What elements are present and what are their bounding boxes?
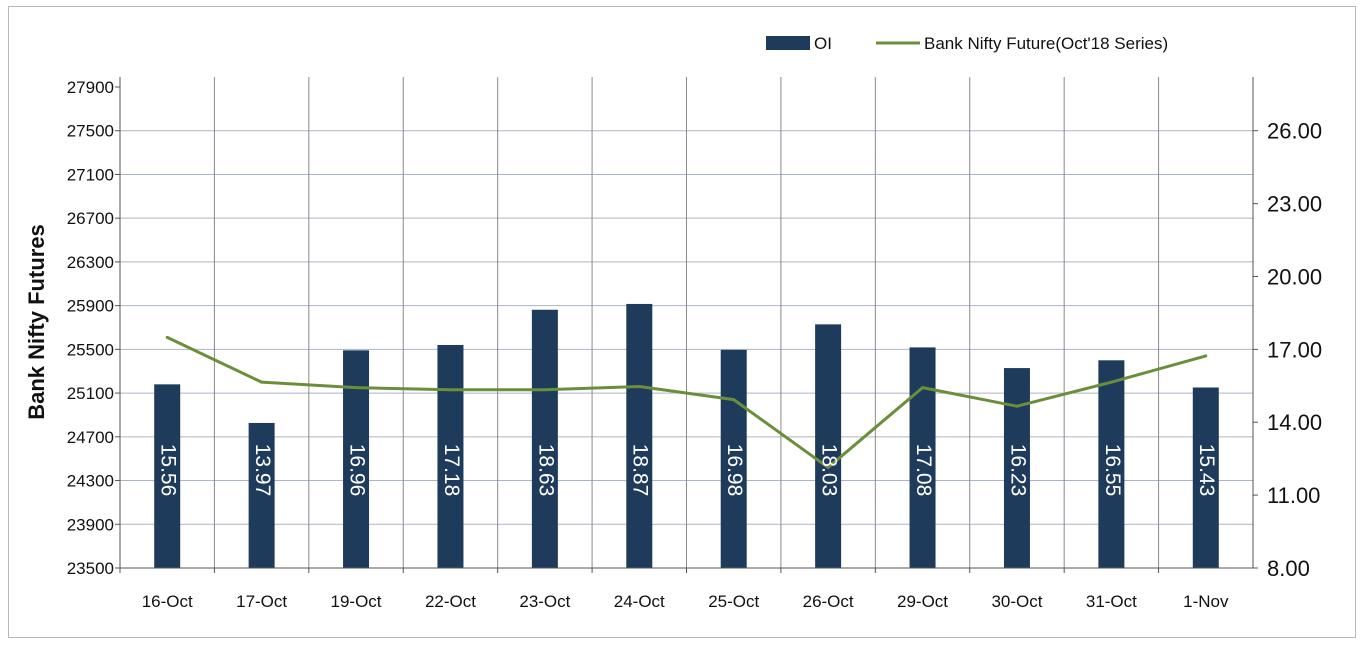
bank-nifty-point xyxy=(732,398,736,402)
oi-bar xyxy=(437,344,464,568)
oi-data-label: 16.55 xyxy=(1101,444,1124,497)
y-tick-label: 25100 xyxy=(67,384,114,403)
oi-bar xyxy=(909,347,936,568)
bank-nifty-point xyxy=(921,386,925,390)
bank-nifty-point xyxy=(354,386,358,390)
x-tick-label: 17-Oct xyxy=(236,592,287,611)
y-tick-label: 24700 xyxy=(67,428,114,447)
oi-bar xyxy=(815,324,842,568)
x-tick-label: 22-Oct xyxy=(425,592,476,611)
bank-nifty-point xyxy=(637,385,641,389)
bank-nifty-point xyxy=(1015,404,1019,408)
y2-tick-label: 23.00 xyxy=(1267,192,1322,217)
oi-bar xyxy=(626,303,653,568)
oi-bar xyxy=(248,422,275,568)
oi-data-label: 15.56 xyxy=(157,444,180,497)
legend: OI Bank Nifty Future(Oct'18 Series) xyxy=(766,34,1168,53)
y-axis-title: Bank Nifty Futures xyxy=(24,224,49,420)
oi-data-label: 18.87 xyxy=(629,444,652,497)
oi-data-label: 18.63 xyxy=(534,444,557,497)
bank-nifty-point xyxy=(165,335,169,339)
oi-bar xyxy=(720,349,747,568)
y-tick-label: 24300 xyxy=(67,472,114,491)
oi-data-label: 16.98 xyxy=(723,444,746,497)
bank-nifty-point xyxy=(826,465,830,469)
y-tick-label: 26700 xyxy=(67,209,114,228)
bank-nifty-point xyxy=(448,388,452,392)
y-tick-label: 27500 xyxy=(67,122,114,141)
y2-tick-label: 20.00 xyxy=(1267,264,1322,289)
oi-data-label: 13.97 xyxy=(251,444,274,497)
oi-data-label: 17.08 xyxy=(912,444,935,497)
y-tick-label: 27100 xyxy=(67,165,114,184)
bank-nifty-line xyxy=(165,335,1208,469)
y-tick-label: 23500 xyxy=(67,559,114,578)
y2-tick-label: 26.00 xyxy=(1267,119,1322,144)
y2-tick-label: 11.00 xyxy=(1267,483,1320,508)
x-tick-label: 30-Oct xyxy=(991,592,1042,611)
oi-data-label: 18.03 xyxy=(818,444,841,497)
y-tick-label: 26300 xyxy=(67,253,114,272)
grid-lines xyxy=(120,77,1253,568)
legend-label-oi: OI xyxy=(814,34,832,53)
y2-tick-label: 8.00 xyxy=(1267,556,1310,581)
oi-bar xyxy=(1003,368,1030,568)
oi-bar xyxy=(154,384,181,568)
oi-bar xyxy=(1192,387,1219,568)
x-tick-label: 16-Oct xyxy=(142,592,193,611)
oi-data-label: 16.96 xyxy=(345,444,368,497)
bar-data-labels: 15.56 13.97 16.96 17.18 18.63 18.87 16.98 18.03… xyxy=(157,444,1219,497)
oi-bar xyxy=(531,309,558,568)
x-tick-label: 23-Oct xyxy=(519,592,570,611)
legend-swatch-oi xyxy=(766,36,810,50)
y-tick-label: 25900 xyxy=(67,297,114,316)
oi-data-label: 16.23 xyxy=(1006,444,1029,497)
oi-data-label: 17.18 xyxy=(440,444,463,497)
x-tick-label: 1-Nov xyxy=(1183,592,1229,611)
bank-nifty-point xyxy=(1109,380,1113,384)
oi-data-label: 15.43 xyxy=(1195,444,1218,497)
y-tick-label: 27900 xyxy=(67,78,114,97)
x-tick-label: 25-Oct xyxy=(708,592,759,611)
x-tick-label: 29-Oct xyxy=(897,592,948,611)
legend-label-bank-nifty: Bank Nifty Future(Oct'18 Series) xyxy=(924,34,1168,53)
bank-nifty-line-path xyxy=(166,335,1207,469)
chart-frame xyxy=(8,6,1356,638)
y2-tick-label: 17.00 xyxy=(1267,337,1322,362)
y-tick-label: 23900 xyxy=(67,515,114,534)
axes: 27900 27500 27100 26700 26300 25900 25500 25100… xyxy=(67,77,1322,611)
bank-nifty-point xyxy=(260,380,264,384)
oi-bar xyxy=(1098,360,1125,568)
y-tick-label: 25500 xyxy=(67,340,114,359)
x-tick-label: 26-Oct xyxy=(803,592,854,611)
x-tick-label: 19-Oct xyxy=(331,592,382,611)
x-tick-label: 24-Oct xyxy=(614,592,665,611)
oi-bars xyxy=(154,303,1219,568)
x-tick-label: 31-Oct xyxy=(1086,592,1137,611)
bank-nifty-point xyxy=(1204,354,1208,358)
y2-tick-label: 14.00 xyxy=(1267,410,1322,435)
bank-nifty-point xyxy=(543,388,547,392)
